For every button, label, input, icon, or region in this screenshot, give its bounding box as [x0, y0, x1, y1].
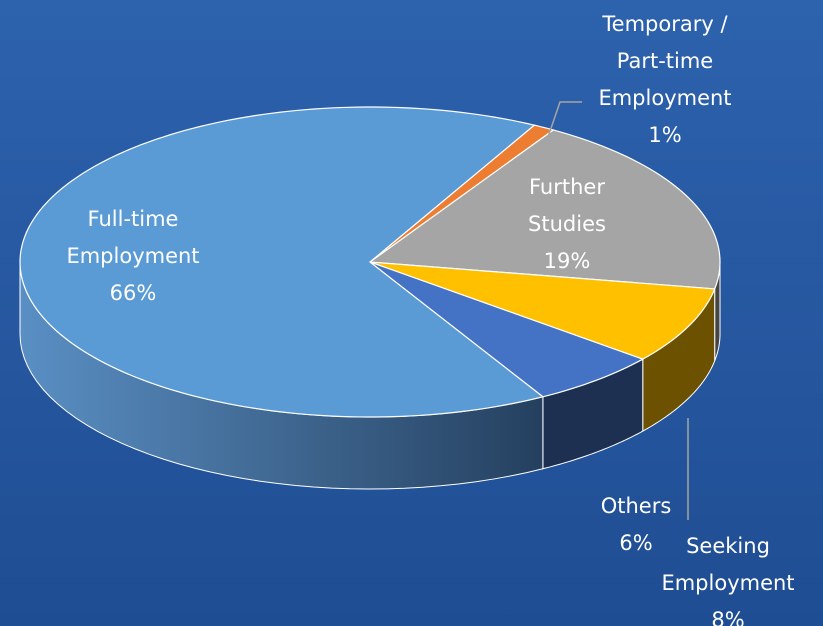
category-label-line: Employment — [66, 244, 199, 268]
category-label-line: Studies — [528, 212, 606, 236]
value-label: 66% — [110, 281, 157, 305]
category-label-line: Temporary / — [601, 12, 728, 36]
category-label-line: Full-time — [88, 207, 179, 231]
slice — [369, 261, 716, 360]
category-label: Temporary / Part-time Employment — [598, 12, 731, 110]
leader-line — [547, 101, 582, 138]
value-label: 8% — [711, 608, 744, 626]
pie-sides — [19, 261, 721, 490]
value-label: 6% — [619, 531, 652, 555]
category-label-line: Further — [529, 175, 605, 199]
category-label-line: Others — [601, 494, 672, 518]
slice — [369, 124, 555, 263]
slice — [19, 106, 545, 418]
category-label-line: Employment — [598, 86, 731, 110]
category-label: Seeking Employment — [661, 534, 794, 595]
category-label: Full-time Employment — [66, 207, 199, 268]
value-label: 1% — [648, 123, 681, 147]
pie-tops — [19, 106, 721, 418]
category-label-line: Part-time — [617, 49, 713, 73]
slice — [369, 261, 645, 398]
category-label-line: Seeking — [686, 534, 770, 558]
value-label: 19% — [544, 249, 591, 273]
slice — [368, 129, 721, 290]
labels: Temporary / Part-time Employment 1% Further S… — [66, 12, 794, 626]
category-label-line: Employment — [661, 571, 794, 595]
category-label: Others — [601, 494, 672, 518]
category-label: Further Studies — [528, 175, 606, 236]
